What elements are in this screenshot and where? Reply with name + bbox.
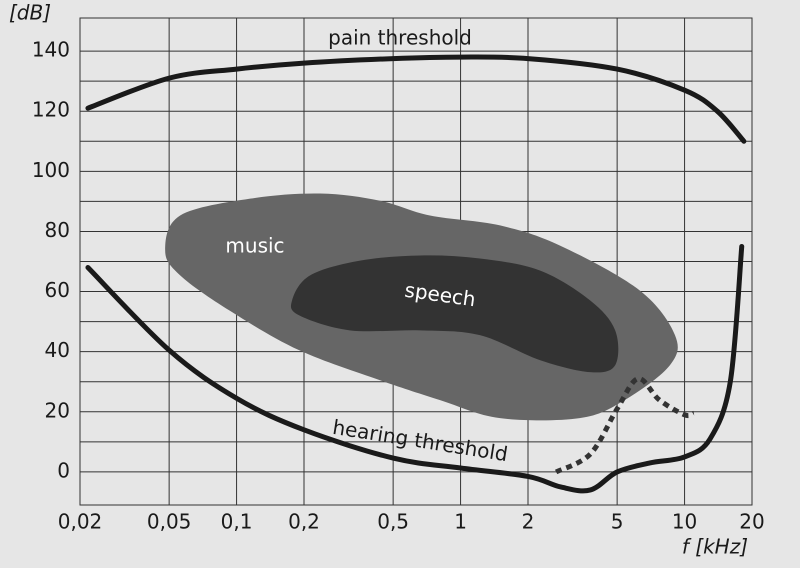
x-tick-label: 0,2 (288, 510, 320, 534)
x-tick-label: 0,1 (221, 510, 253, 534)
area (290, 255, 619, 373)
x-axis-label: f [kHz] (682, 535, 748, 559)
x-tick-label: 5 (611, 510, 624, 534)
x-tick-label: 10 (672, 510, 697, 534)
y-axis-label: [dB] (9, 1, 51, 25)
line (85, 54, 747, 144)
x-tick-label: 1 (454, 510, 467, 534)
y-tick-label: 40 (45, 338, 70, 362)
x-tick-label: 0,5 (377, 510, 409, 534)
series-label: pain threshold (328, 26, 472, 50)
y-tick-label: 20 (45, 398, 70, 422)
y-tick-label: 140 (32, 38, 70, 62)
x-tick-label: 20 (739, 510, 764, 534)
line (85, 243, 745, 494)
y-tick-label: 60 (45, 278, 70, 302)
x-tick-label: 2 (522, 510, 535, 534)
y-tick-label: 0 (57, 458, 70, 482)
x-tick-label: 0,05 (147, 510, 192, 534)
series-label: music (225, 234, 284, 258)
y-tick-label: 100 (32, 158, 70, 182)
x-tick-label: 0,02 (58, 510, 103, 534)
line (554, 376, 695, 475)
y-tick-label: 80 (45, 218, 70, 242)
plot-border (79, 17, 753, 506)
y-tick-label: 120 (32, 98, 70, 122)
